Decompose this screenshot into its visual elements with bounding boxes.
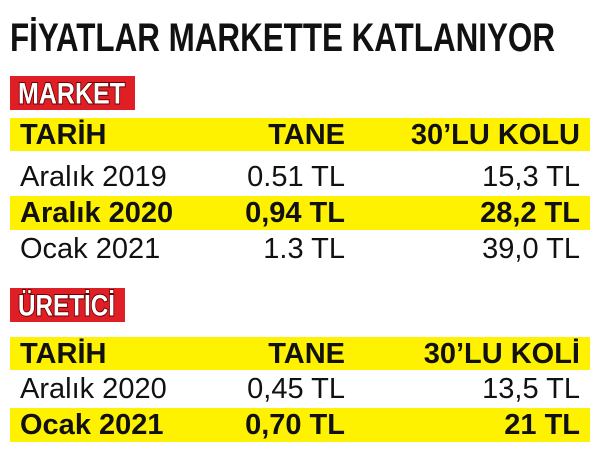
highlight-row [10,408,590,442]
header-cell: 30’LU KOLU [411,119,580,151]
table-cell: 39,0 TL [482,233,580,265]
header-cell: TARİH [20,119,106,151]
header-cell: TARİH [20,338,106,370]
table-cell: Ocak 2021 [20,409,164,441]
table-cell: 13,5 TL [482,373,580,405]
section-label-box [10,76,135,110]
table-cell: 28,2 TL [480,197,580,229]
section-label-box [10,288,125,322]
table-cell: 21 TL [504,409,580,441]
highlight-row [10,196,590,230]
header-row [10,118,590,151]
table-cell: Ocak 2021 [20,233,160,265]
table-cell: Aralık 2019 [20,161,167,193]
header-cell: TANE [268,338,345,370]
header-cell: TANE [268,119,345,151]
title: FİYATLAR MARKETTE KATLANIYOR [10,16,555,60]
header-row [10,337,590,370]
section-label: MARKET [18,78,125,111]
table-cell: 0,94 TL [245,197,345,229]
table-cell: Aralık 2020 [20,373,167,405]
table-cell: 1.3 TL [263,233,345,265]
table-cell: 0.51 TL [247,161,345,193]
table-cell: 0,70 TL [245,409,345,441]
section-label: ÜRETİCİ [18,290,115,323]
table-cell: Aralık 2020 [20,197,173,229]
header-cell: 30’LU KOLİ [424,338,580,370]
table-cell: 0,45 TL [247,373,345,405]
table-cell: 15,3 TL [482,161,580,193]
